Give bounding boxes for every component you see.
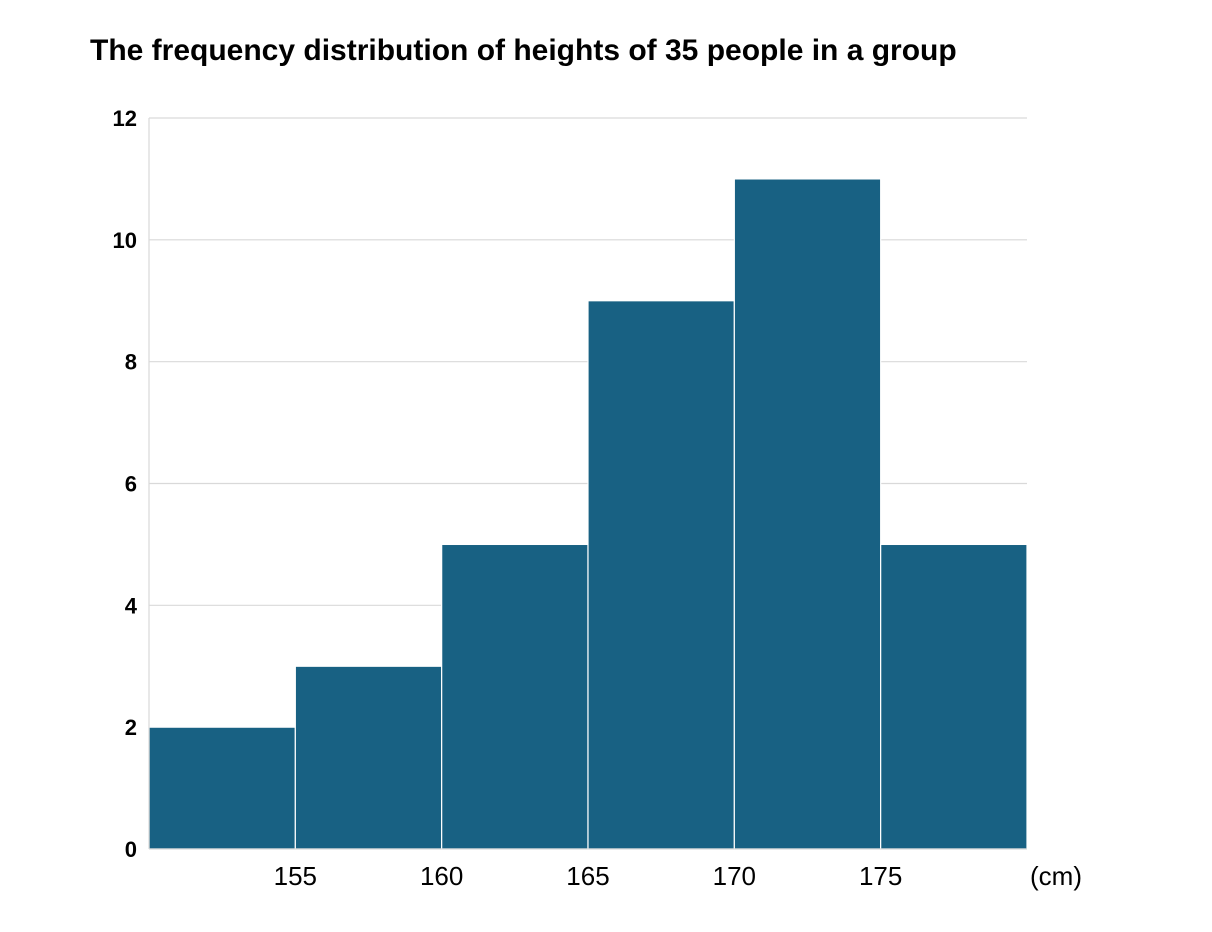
x-axis-tick-labels: 155 160 165 170 175	[274, 861, 903, 891]
x-tick-label-160: 160	[420, 861, 463, 891]
chart-title: The frequency distribution of heights of…	[90, 34, 957, 67]
y-tick-label-4: 4	[125, 593, 138, 618]
bar-165-170	[587, 300, 735, 850]
bar-175-180	[880, 543, 1028, 850]
bar-150-155	[148, 726, 296, 850]
y-tick-label-6: 6	[125, 472, 137, 497]
x-axis-unit-label: (cm)	[1030, 861, 1082, 891]
x-tick-label-170: 170	[713, 861, 756, 891]
y-tick-label-12: 12	[113, 106, 137, 131]
y-tick-label-2: 2	[125, 715, 137, 740]
histogram-bars	[148, 178, 1028, 850]
y-tick-label-8: 8	[125, 350, 137, 375]
x-tick-label-155: 155	[274, 861, 317, 891]
y-axis-tick-labels: 0 2 4 6 8 10 12	[113, 106, 138, 862]
x-tick-label-175: 175	[859, 861, 902, 891]
y-tick-label-10: 10	[113, 228, 137, 253]
y-tick-label-0: 0	[125, 837, 137, 862]
axes	[148, 118, 1027, 850]
x-tick-label-165: 165	[566, 861, 609, 891]
bar-160-165	[441, 543, 589, 850]
bar-170-175	[733, 178, 882, 850]
bar-155-160	[294, 665, 443, 850]
